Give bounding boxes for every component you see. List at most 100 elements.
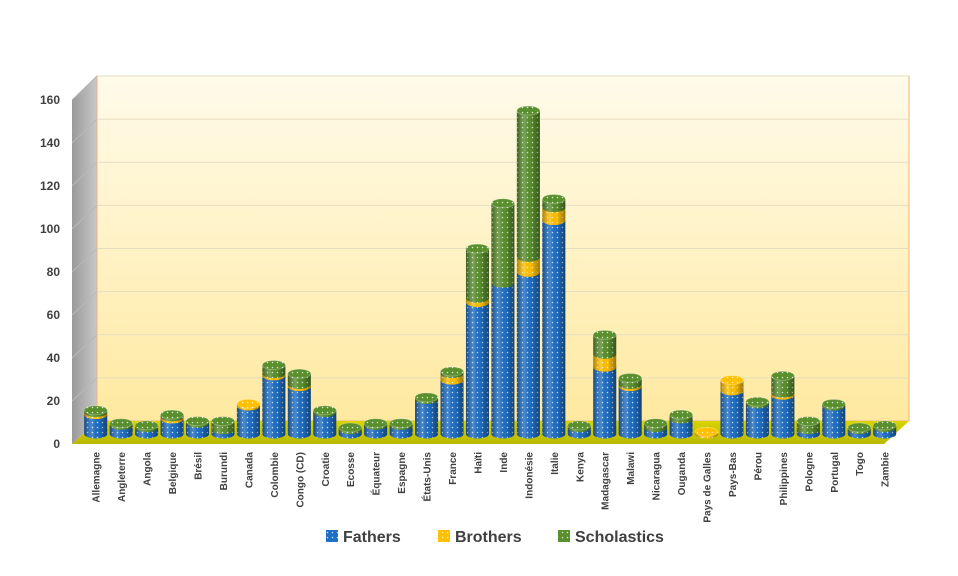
- bar-segment-shade: [160, 418, 184, 439]
- bar-7: [236, 398, 261, 439]
- bar-27: [745, 396, 770, 439]
- x-tick-label: Pays-Bas: [728, 452, 739, 497]
- bar-top-texture: [236, 399, 260, 409]
- x-tick-label: Ouganda: [677, 452, 688, 496]
- gridline-side: [71, 118, 98, 144]
- bar-top-texture: [186, 416, 210, 426]
- bar-top-texture: [873, 420, 897, 430]
- bar-28: [770, 370, 795, 439]
- bar-top-texture: [822, 399, 846, 409]
- legend-swatch-texture: [438, 530, 450, 542]
- gridline-side: [71, 291, 98, 316]
- bar-segment-shade: [516, 272, 540, 439]
- bar-32: [872, 420, 897, 439]
- x-tick-label: Pays de Galles: [703, 452, 714, 523]
- y-tick-label: 20: [47, 394, 61, 408]
- y-axis: 0 20 40 60 80 100 120 140 160: [40, 93, 60, 451]
- bar-15: [440, 366, 465, 439]
- bar-4: [160, 409, 185, 439]
- bar-top-texture: [618, 373, 642, 383]
- bars: [83, 105, 897, 439]
- gridline-side: [71, 334, 98, 359]
- bar-top-texture: [516, 106, 540, 116]
- bar-21: [592, 329, 617, 439]
- x-tick-label: Angola: [143, 452, 154, 486]
- bar-16: [465, 243, 490, 439]
- x-tick-label: Portugal: [830, 452, 841, 493]
- x-tick-label: Angleterre: [117, 452, 128, 502]
- bar-top-texture: [491, 198, 515, 208]
- bar-segment-shade: [745, 403, 769, 439]
- x-tick-label: Haïti: [473, 452, 484, 474]
- gridline-side: [71, 161, 98, 187]
- bar-top-texture: [84, 405, 108, 415]
- x-tick-label: Brésil: [194, 452, 205, 480]
- bar-5: [185, 416, 210, 439]
- bar-top-texture: [847, 423, 871, 433]
- bar-8: [261, 360, 286, 439]
- bar-top-texture: [364, 418, 388, 428]
- x-tick-label: Canada: [244, 452, 255, 489]
- x-tick-label: France: [448, 452, 459, 485]
- bar-top-texture: [567, 420, 591, 430]
- x-tick-label: Nicaragua: [652, 452, 663, 501]
- bar-segment-shade: [262, 375, 286, 439]
- bar-segment-shade: [542, 220, 566, 439]
- bar-top-texture: [135, 420, 159, 430]
- y-tick-label: 140: [40, 136, 60, 150]
- bar-top-texture: [211, 416, 235, 426]
- y-tick-label: 80: [47, 265, 61, 279]
- bar-segment-shade: [287, 386, 311, 439]
- gridline-side: [71, 205, 98, 230]
- bar-segment-shade: [822, 405, 846, 439]
- bar-segment-shade: [84, 414, 108, 439]
- bar-top-texture: [262, 360, 286, 370]
- x-tick-label: Zambie: [881, 452, 892, 487]
- bar-top-texture: [669, 410, 693, 420]
- bar-9: [287, 368, 312, 439]
- bar-segment-shade: [440, 380, 464, 439]
- bar-top-texture: [440, 366, 464, 376]
- bar-14: [414, 392, 439, 439]
- x-tick-label: Pérou: [753, 452, 764, 480]
- legend: Fathers Brothers Scholastics: [326, 529, 664, 546]
- legend-swatch-texture: [558, 530, 570, 542]
- bar-10: [312, 405, 337, 439]
- bar-top-texture: [542, 194, 566, 204]
- bar-top-texture: [771, 371, 795, 381]
- legend-label: Scholastics: [575, 529, 664, 546]
- x-tick-label: Croatie: [321, 452, 332, 487]
- x-tick-label: Colombie: [270, 452, 281, 498]
- bar-13: [389, 418, 414, 439]
- gridline-side: [71, 248, 98, 273]
- legend-label: Fathers: [343, 529, 401, 546]
- x-tick-label: Malawi: [626, 452, 637, 485]
- x-tick-label: Congo (CD): [295, 452, 306, 508]
- bar-11: [338, 422, 363, 439]
- x-tick-label: Espagne: [397, 452, 408, 494]
- bar-top-texture: [593, 330, 617, 340]
- bar-top-texture: [338, 423, 362, 433]
- bar-23: [643, 418, 668, 439]
- bar-segment-shade: [593, 354, 617, 372]
- x-tick-label: Burundi: [219, 452, 230, 491]
- bar-18: [516, 105, 541, 439]
- bar-3: [134, 420, 159, 439]
- bar-22: [618, 372, 643, 439]
- bar-top-texture: [720, 375, 744, 385]
- x-tick-label: Allemagne: [92, 452, 103, 503]
- bar-top-texture: [465, 244, 489, 254]
- bar-top-texture: [695, 427, 719, 437]
- bar-1: [83, 405, 108, 439]
- bar-top-texture: [745, 397, 769, 407]
- bar-24: [669, 409, 694, 439]
- x-tick-label: Indonésie: [524, 452, 535, 499]
- bar-top-texture: [287, 369, 311, 379]
- x-axis: Allemagne Angleterre Angola Belgique Brésil B…: [92, 452, 892, 523]
- bar-top-texture: [109, 418, 133, 428]
- x-tick-label: Ecosse: [346, 452, 357, 487]
- y-tick-label: 100: [40, 222, 60, 236]
- bar-17: [490, 198, 515, 439]
- bar-segment-shade: [720, 390, 744, 439]
